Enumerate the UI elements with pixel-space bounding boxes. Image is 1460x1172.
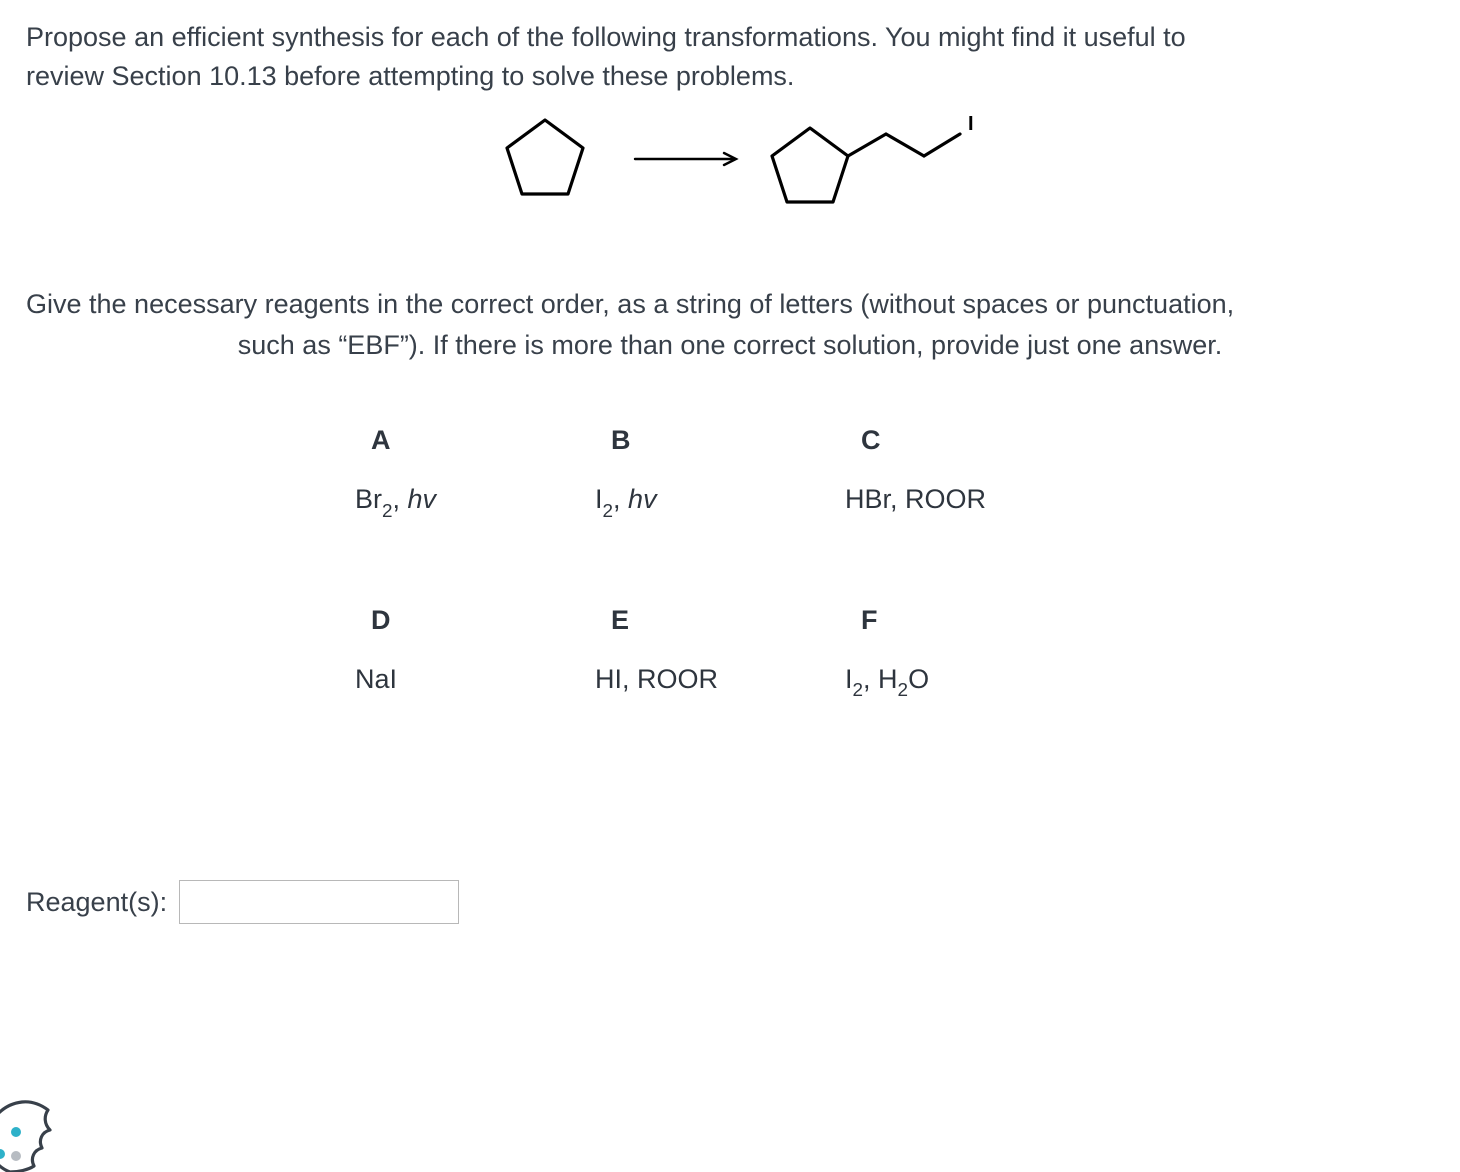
reagent-option-C: C HBr, ROOR xyxy=(845,425,1105,590)
product-icon xyxy=(772,128,960,202)
cookie-icon xyxy=(0,1076,78,1172)
instruction-text: Give the necessary reagents in the corre… xyxy=(26,284,1434,365)
reagent-letter: B xyxy=(595,425,835,456)
problem-prompt: Propose an efficient synthesis for each … xyxy=(26,18,1434,96)
reaction-arrow-icon xyxy=(635,153,736,165)
reagent-letter: A xyxy=(355,425,585,456)
reagent-letter: D xyxy=(355,605,585,636)
reagent-letter: F xyxy=(845,605,1105,636)
reagent-formula: NaI xyxy=(355,664,585,695)
reagent-formula: I2, H2O xyxy=(845,664,1105,700)
reagent-formula: Br2, hv xyxy=(355,484,585,520)
prompt-line-2: review Section 10.13 before attempting t… xyxy=(26,61,794,91)
reaction-svg: I xyxy=(470,104,990,224)
instruction-line-1: Give the necessary reagents in the corre… xyxy=(26,289,1234,319)
reagent-formula: HI, ROOR xyxy=(595,664,835,695)
instruction-line-2: such as “EBF”). If there is more than on… xyxy=(26,325,1434,366)
reagent-letter: C xyxy=(845,425,1105,456)
product-iodine-label: I xyxy=(968,113,974,135)
reagents-input[interactable] xyxy=(179,880,459,924)
reagent-formula: HBr, ROOR xyxy=(845,484,1105,515)
reagent-option-F: F I2, H2O xyxy=(845,605,1105,770)
reagent-option-A: A Br2, hv xyxy=(355,425,585,590)
prompt-line-1: Propose an efficient synthesis for each … xyxy=(26,22,1186,52)
reagent-formula: I2, hv xyxy=(595,484,835,520)
answer-label: Reagent(s): xyxy=(26,887,167,918)
reagent-options-grid: A Br2, hv B I2, hv C HBr, ROOR D NaI E H… xyxy=(355,425,1105,770)
reagent-option-E: E HI, ROOR xyxy=(595,605,835,770)
starting-material-icon xyxy=(507,120,583,194)
reagent-letter: E xyxy=(595,605,835,636)
answer-row: Reagent(s): xyxy=(26,880,1434,924)
reagent-option-D: D NaI xyxy=(355,605,585,770)
reagent-option-B: B I2, hv xyxy=(595,425,835,590)
reaction-diagram: I xyxy=(26,104,1434,224)
